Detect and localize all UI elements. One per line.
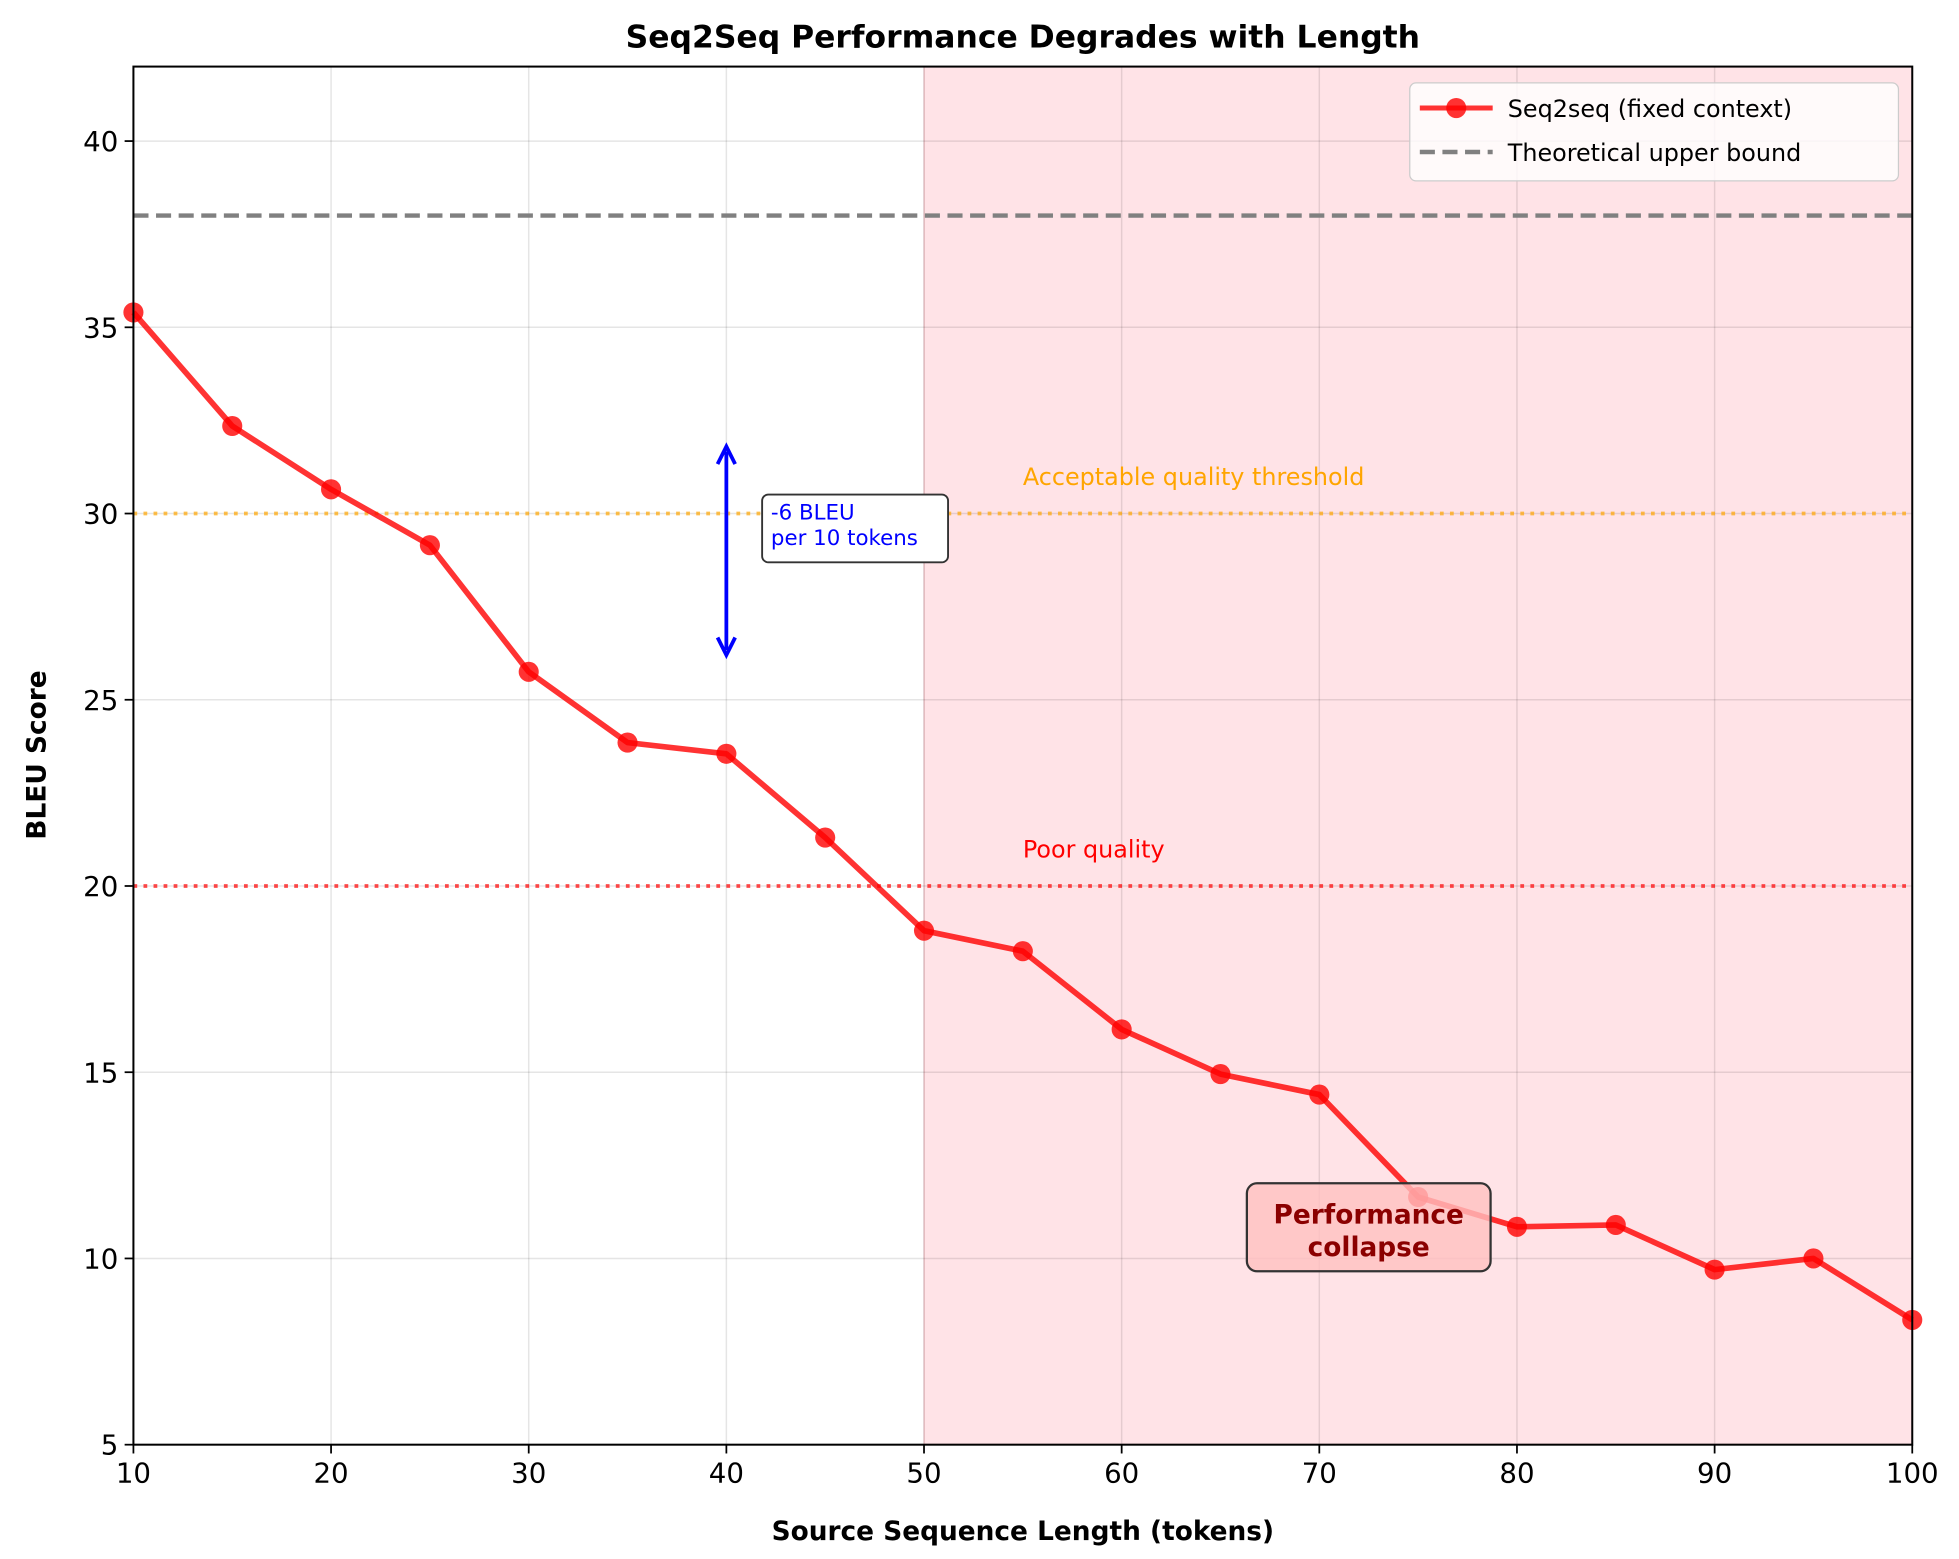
data-point (518, 661, 539, 682)
legend: Seq2seq (fixed context) Theoretical uppe… (1409, 82, 1900, 182)
x-tick-label: 60 (1104, 1456, 1139, 1489)
y-tick-label: 10 (83, 1243, 118, 1276)
data-point (1012, 941, 1033, 962)
x-tick-label: 20 (313, 1456, 348, 1489)
legend-label-upper-bound: Theoretical upper bound (1507, 139, 1802, 167)
y-tick-label: 5 (101, 1429, 119, 1462)
hline-label: Poor quality (1023, 836, 1165, 864)
legend-marker-icon (1446, 97, 1467, 119)
annotation-slope-text: per 10 tokens (771, 526, 918, 551)
arrow-head-up-icon (715, 442, 737, 465)
annotation-slope-text: -6 BLEU (771, 501, 855, 526)
data-point (815, 827, 836, 848)
data-point (419, 535, 440, 556)
data-point (1210, 1064, 1231, 1085)
x-tick-label: 100 (1886, 1456, 1939, 1489)
axes-frame (132, 65, 1914, 1446)
chart-title: Seq2Seq Performance Degrades with Length (626, 20, 1420, 56)
data-point (716, 743, 737, 764)
y-tick-label: 30 (83, 498, 118, 531)
data-point (913, 920, 935, 941)
annotation-collapse-text: collapse (1308, 1233, 1430, 1263)
arrow-head-down-icon (715, 636, 737, 660)
annotation-box-slope (761, 493, 949, 564)
y-tick-label: 20 (83, 870, 118, 903)
data-point (1309, 1084, 1330, 1105)
y-tick-label: 15 (83, 1056, 118, 1089)
x-tick-label: 50 (906, 1456, 941, 1489)
x-tick-label: 70 (1302, 1456, 1337, 1489)
x-tick-label: 90 (1697, 1456, 1732, 1489)
annotation-collapse-text: Performance (1274, 1200, 1464, 1230)
data-point (1704, 1259, 1725, 1280)
y-tick-label: 25 (83, 684, 118, 717)
data-point (1506, 1216, 1528, 1237)
y-axis-label: BLEU Score (22, 670, 52, 839)
hline-label: Acceptable quality threshold (1023, 463, 1365, 491)
data-point (222, 415, 243, 437)
legend-label-seq2seq: Seq2seq (fixed context) (1508, 95, 1792, 123)
y-tick-label: 40 (83, 125, 118, 158)
y-tick-label: 35 (83, 311, 118, 344)
x-tick-label: 10 (116, 1456, 151, 1489)
x-axis-label: Source Sequence Length (tokens) (772, 1517, 1274, 1547)
data-point (1803, 1248, 1824, 1269)
data-point (1605, 1214, 1626, 1235)
x-tick-label: 80 (1499, 1456, 1534, 1489)
annotation-box-collapse (1245, 1182, 1492, 1273)
x-tick-label: 30 (511, 1456, 546, 1489)
data-point (1111, 1019, 1132, 1040)
x-tick-label: 40 (709, 1456, 744, 1489)
data-point (321, 479, 342, 500)
data-point (617, 732, 638, 753)
